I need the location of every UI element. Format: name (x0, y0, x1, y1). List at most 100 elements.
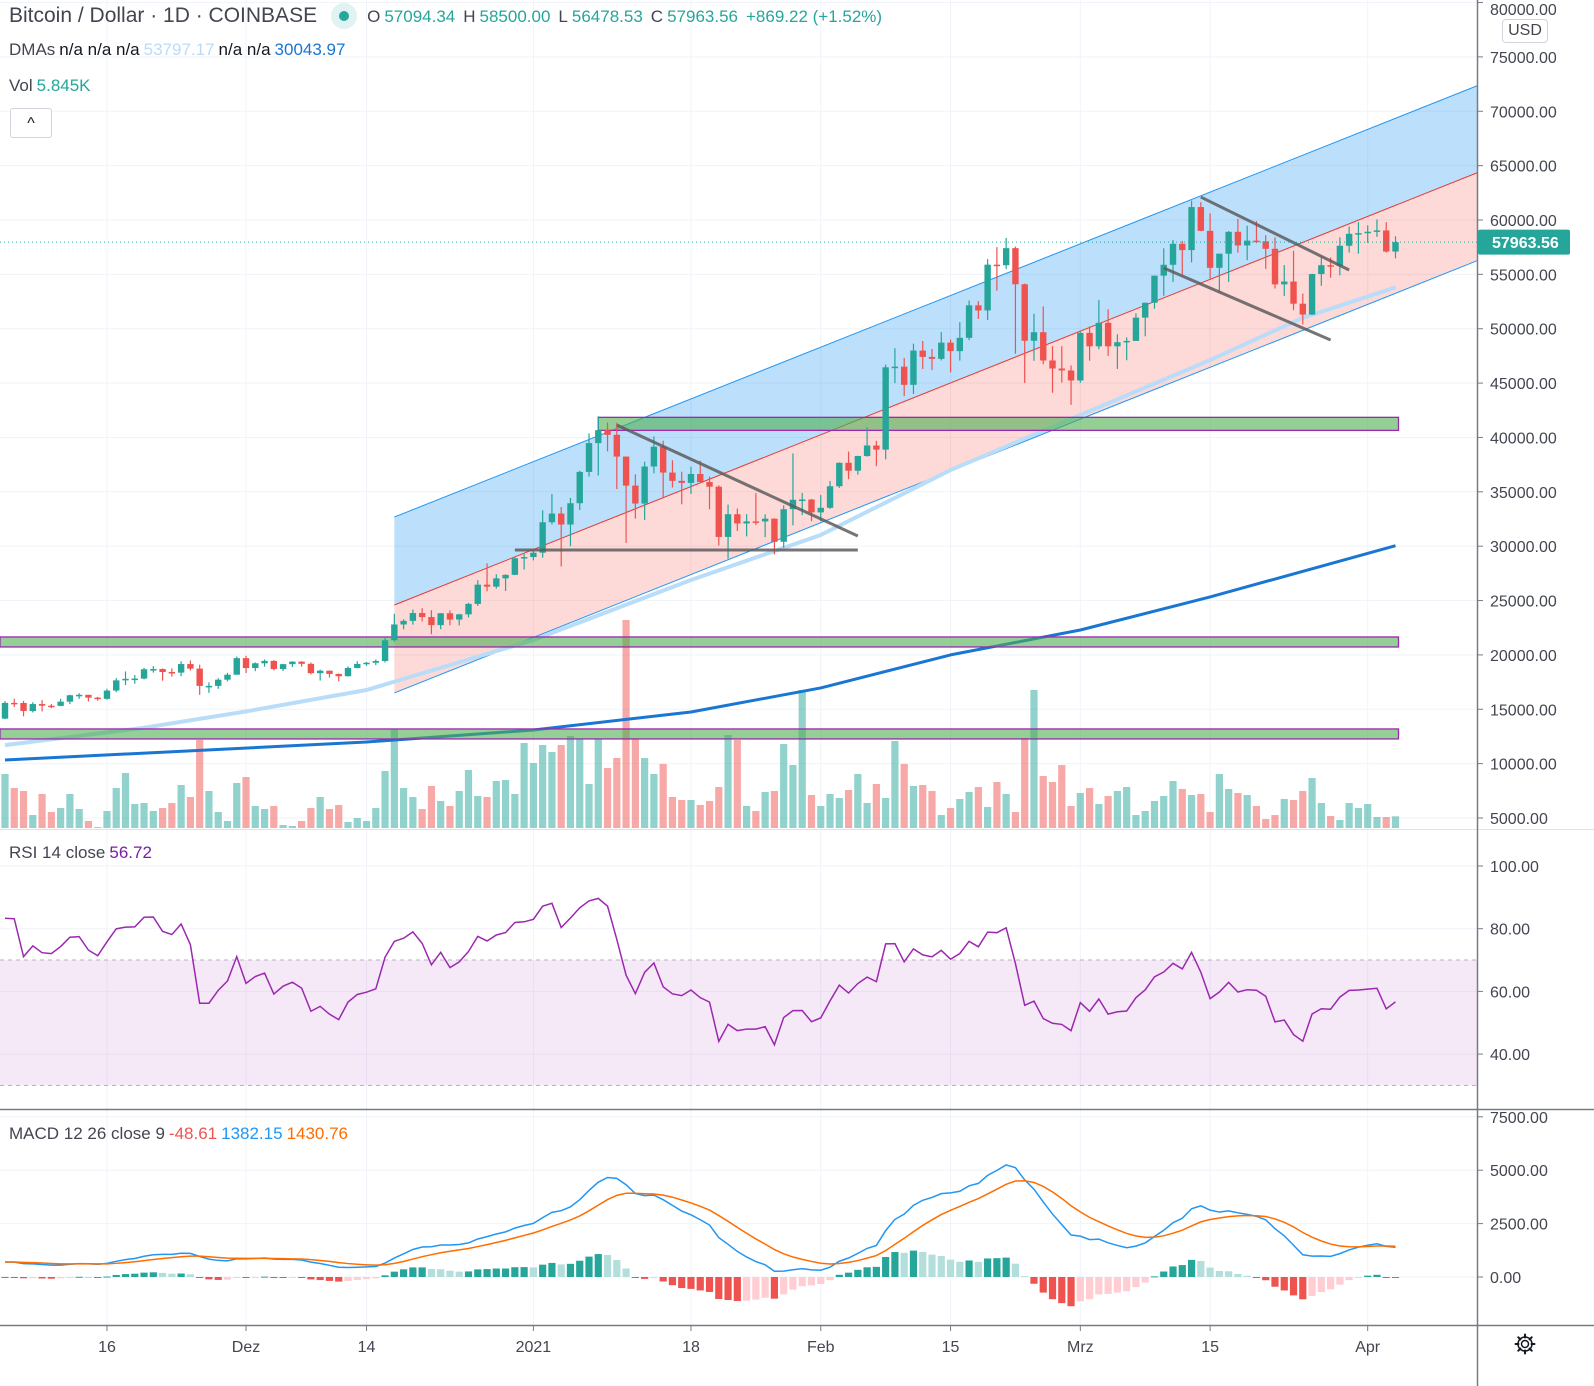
macd-histogram-bar (1048, 1277, 1057, 1300)
volume-bar (872, 784, 880, 828)
volume-bar (103, 811, 111, 828)
macd-histogram-bar (260, 1276, 269, 1278)
volume-bar (196, 740, 204, 828)
rsi-legend[interactable]: RSI 14 close 56.72 (9, 843, 156, 863)
macd-histogram-bar (381, 1275, 389, 1277)
candle-body (316, 670, 324, 674)
candle-body (1206, 230, 1214, 268)
macd-histogram-bar (437, 1269, 445, 1277)
candle (261, 659, 268, 667)
macd-histogram-bar (1039, 1277, 1047, 1293)
macd-histogram-bar (1187, 1259, 1196, 1277)
macd-histogram-bar (251, 1277, 259, 1278)
macd-legend[interactable]: MACD 12 26 close 9 -48.61 1382.15 1430.76 (9, 1124, 352, 1144)
macd-histogram-bar (1197, 1260, 1205, 1277)
macd-histogram-bar (10, 1277, 18, 1278)
candle (826, 481, 834, 509)
volume-bar (94, 827, 102, 828)
macd-histogram-bar (1150, 1276, 1159, 1278)
candle (150, 666, 157, 673)
candle (622, 456, 630, 543)
dma-legend[interactable]: DMAs n/a n/a n/a 53797.17 n/a n/a 30043.97 (9, 40, 349, 60)
macd-histogram-bar (1206, 1267, 1214, 1277)
volume-bar (1243, 795, 1251, 828)
support-resistance-zone[interactable] (597, 416, 1400, 432)
volume-bar (1002, 794, 1010, 828)
macd-histogram-bar (946, 1259, 955, 1277)
candle (1290, 250, 1297, 311)
support-resistance-zone[interactable] (0, 728, 1400, 740)
volume-bar (1178, 789, 1186, 828)
candle-body (595, 430, 602, 444)
open-value: 57094.34 (384, 6, 456, 26)
candle (493, 574, 500, 589)
candle-body (1002, 248, 1010, 266)
volume-legend[interactable]: Vol 5.845K (9, 76, 95, 96)
channel-lower-fill (394, 172, 1477, 693)
macd-histogram-bar (909, 1250, 918, 1277)
symbol-title[interactable]: Bitcoin / Dollar · 1D · COINBASE (9, 3, 318, 27)
candle (567, 497, 574, 547)
macd-histogram-bar (1308, 1277, 1316, 1296)
gear-icon[interactable] (1513, 1332, 1537, 1356)
trendline[interactable] (1200, 195, 1350, 272)
candle-body (159, 669, 166, 672)
currency-button[interactable]: USD (1502, 19, 1548, 43)
volume-bar (743, 806, 751, 828)
macd-signal-value: 1430.76 (286, 1124, 349, 1143)
macd-histogram-bar (1391, 1277, 1400, 1278)
ohlc-values: O 57094.34 H 58500.00 L 56478.53 C 57963.56 +869… (367, 7, 886, 26)
high-label: H (463, 6, 476, 26)
rsi-line (4, 897, 1396, 1047)
volume-bar (57, 808, 65, 828)
volume-bar (325, 809, 334, 828)
candle (11, 698, 18, 707)
channel-upper-fill (394, 85, 1477, 605)
macd-histogram-bar (789, 1277, 797, 1290)
candle-body (1012, 248, 1019, 285)
candle (205, 682, 213, 693)
trendline[interactable] (616, 423, 859, 538)
candle-body (678, 480, 685, 483)
dma-200-value: 30043.97 (274, 40, 346, 59)
collapse-legend-button[interactable]: ^ (10, 108, 52, 138)
candle-body (1160, 264, 1167, 276)
candle (94, 696, 101, 701)
volume-bar (696, 805, 704, 828)
candle (1021, 283, 1028, 384)
rsi-axis-label: 80.00 (1490, 922, 1530, 939)
trendline[interactable] (1163, 266, 1332, 342)
candle-body (1234, 231, 1242, 246)
volume-bar (1299, 791, 1307, 828)
candle-body (1299, 303, 1306, 315)
macd-histogram-bar (724, 1277, 732, 1301)
candle (1, 701, 9, 720)
volume-bar (455, 791, 463, 828)
macd-histogram-bar (678, 1277, 686, 1289)
time-axis-label: 18 (682, 1339, 700, 1356)
volume-bar (687, 800, 695, 828)
macd-line (4, 1164, 1396, 1272)
rsi-axis-label: 60.00 (1490, 984, 1530, 1001)
volume-bar (557, 745, 565, 828)
candle (1114, 334, 1121, 369)
macd-histogram-bar (1373, 1274, 1381, 1277)
channel-upper-line (394, 85, 1477, 518)
macd-histogram-bar (529, 1267, 537, 1277)
candle (891, 348, 899, 384)
candle-body (836, 462, 843, 487)
volume-bar (1160, 796, 1168, 828)
volume-bar (483, 797, 491, 828)
macd-histogram-bar (1271, 1277, 1279, 1287)
volume-bar (576, 739, 584, 828)
support-resistance-zone[interactable] (0, 636, 1400, 648)
volume-bar (520, 743, 528, 828)
volume-bar (298, 821, 306, 828)
volume-bar (863, 803, 871, 828)
macd-histogram-bar (131, 1273, 139, 1277)
volume-bar (1382, 817, 1390, 828)
rsi-band (0, 960, 1477, 1086)
candle (381, 637, 389, 663)
macd-histogram-bar (1021, 1276, 1029, 1278)
